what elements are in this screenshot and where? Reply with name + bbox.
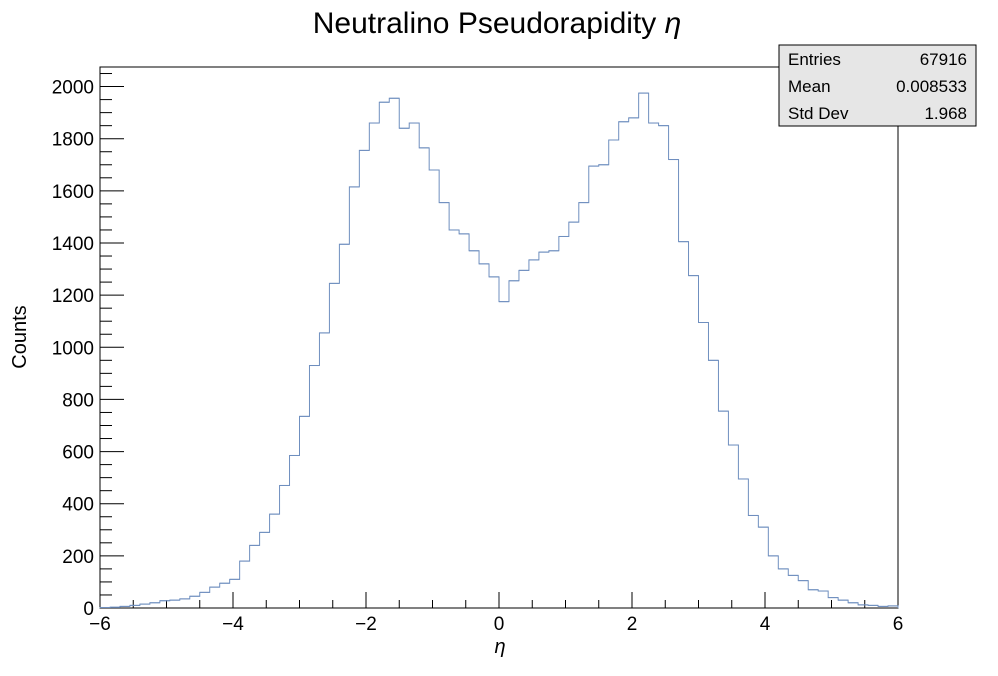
stats-mean-label: Mean (788, 77, 831, 96)
x-tick-label: 0 (494, 614, 505, 635)
y-tick-label: 1000 (52, 338, 94, 359)
histogram-bins (100, 92, 898, 608)
x-axis-tick-labels: −6 −4 −2 0 2 4 6 (89, 614, 903, 635)
y-axis-title: Counts (9, 305, 31, 368)
y-tick-label: 1200 (52, 286, 94, 307)
stats-mean-value: 0.008533 (896, 77, 967, 96)
y-tick-label: 400 (62, 495, 94, 516)
y-tick-label: 200 (62, 547, 94, 568)
y-tick-label: 600 (62, 443, 94, 464)
x-tick-label: 2 (627, 614, 638, 635)
histogram-series-line (99, 92, 899, 608)
x-tick-label: 6 (893, 614, 904, 635)
stats-box-background (778, 44, 977, 127)
chart-title: Neutralino Pseudorapidity η (313, 7, 682, 40)
y-axis-ticks (100, 73, 124, 609)
stats-stddev-label: Std Dev (788, 104, 849, 123)
y-tick-label: 800 (62, 390, 94, 411)
x-tick-label: −4 (222, 614, 244, 635)
y-tick-label: 1800 (52, 130, 94, 151)
stats-entries-label: Entries (788, 50, 841, 69)
y-axis-tick-labels: 0 200 400 600 800 1000 1200 1400 1600 1800 2000 (52, 78, 94, 620)
y-tick-label: 0 (83, 599, 94, 620)
x-axis-title: η (494, 636, 505, 658)
x-tick-label: −6 (89, 614, 111, 635)
stats-stddev-value: 1.968 (924, 104, 967, 123)
x-axis-ticks (99, 592, 899, 608)
x-tick-label: 4 (760, 614, 771, 635)
stats-box: Entries 67916 Mean 0.008533 Std Dev 1.96… (778, 44, 977, 127)
y-tick-label: 1400 (52, 234, 94, 255)
y-tick-label: 2000 (52, 78, 94, 99)
y-tick-label: 1600 (52, 182, 94, 203)
stats-entries-value: 67916 (920, 50, 967, 69)
plot-frame (99, 66, 899, 609)
x-tick-label: −2 (355, 614, 377, 635)
